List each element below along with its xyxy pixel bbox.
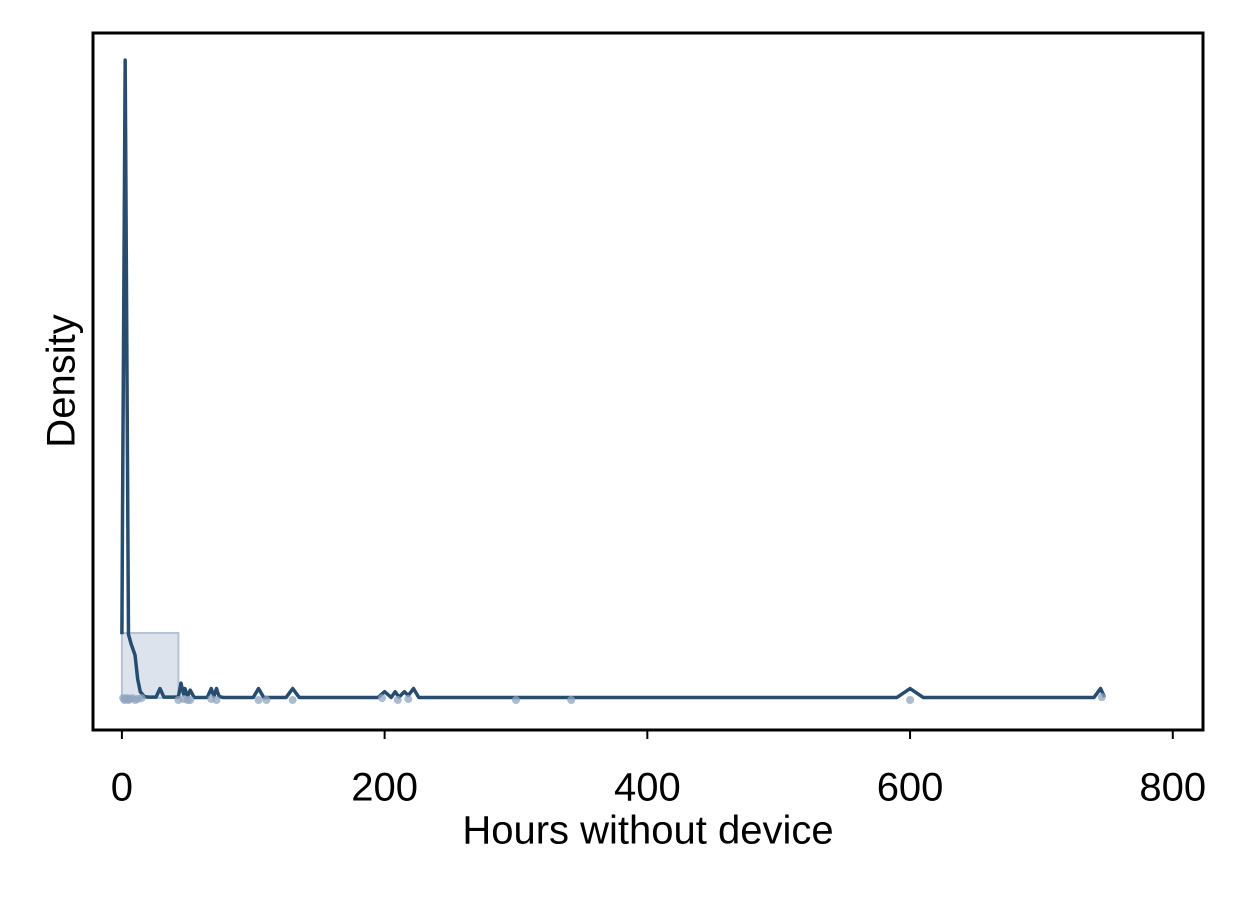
y-axis-label: Density [40, 314, 84, 447]
data-point [393, 696, 402, 705]
data-point [212, 696, 221, 705]
x-axis-label: Hours without device [462, 809, 833, 853]
data-point [377, 694, 386, 703]
data-point [906, 696, 915, 705]
x-tick-label: 600 [877, 766, 944, 810]
plot-frame [91, 31, 1205, 732]
x-tick-label: 0 [111, 766, 133, 810]
data-point [567, 696, 576, 705]
data-point [288, 696, 297, 705]
data-point [511, 696, 520, 705]
data-point [404, 695, 413, 704]
x-tick-label: 200 [351, 766, 418, 810]
data-point [186, 696, 195, 705]
data-point [137, 694, 146, 703]
data-point [1097, 693, 1106, 702]
x-tick-label: 400 [614, 766, 681, 810]
x-tick-label: 800 [1139, 766, 1206, 810]
data-point [262, 696, 271, 705]
data-point [254, 696, 263, 705]
